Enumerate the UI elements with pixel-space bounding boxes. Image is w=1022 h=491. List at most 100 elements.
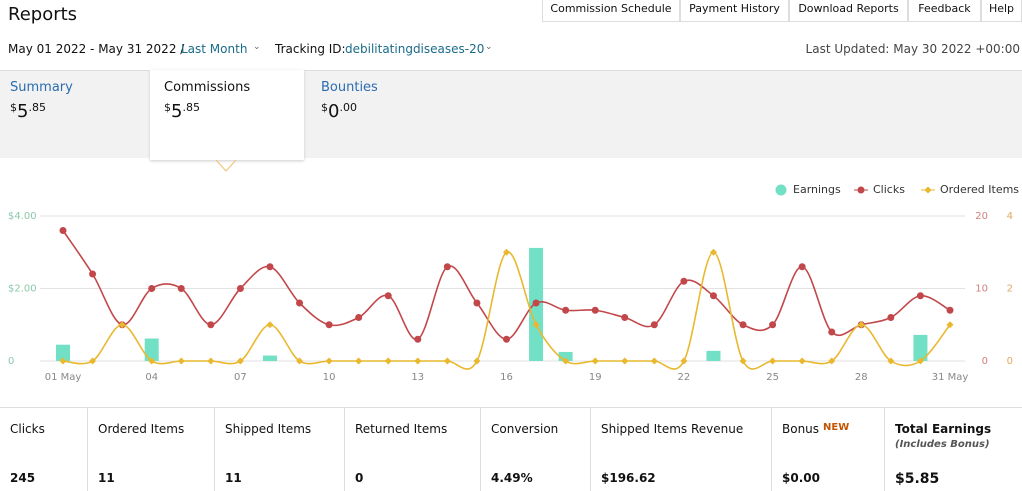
tick-label: 2 [1007, 284, 1013, 295]
point [769, 321, 777, 329]
point [177, 357, 185, 365]
point [503, 248, 510, 256]
point [89, 270, 97, 278]
tab[interactable]: Summary $5.85 [0, 70, 154, 157]
point [266, 321, 274, 329]
point [916, 357, 924, 365]
point [709, 248, 717, 256]
point [207, 321, 215, 329]
whole: 5 [17, 101, 29, 122]
tick-label: 0 [982, 356, 988, 367]
summary-cell: Shipped Items Revenue $196.62 [590, 408, 771, 491]
tick-label: $4.00 [8, 211, 37, 222]
point [503, 335, 510, 343]
point [887, 314, 895, 321]
legend-label: Ordered Items [940, 183, 1019, 196]
summary-value: 4.49% [491, 471, 533, 485]
x-tick-label: 19 [589, 372, 602, 383]
point [739, 357, 747, 365]
point [148, 357, 156, 365]
cents: .85 [28, 101, 46, 114]
point [650, 357, 658, 365]
tick-label: 0 [8, 356, 14, 367]
summary-cell: Bonus NEW $0.00 [771, 408, 884, 491]
cents: .00 [339, 101, 357, 114]
point [621, 357, 629, 365]
chevron: ⌄ [485, 42, 493, 52]
point [591, 357, 599, 365]
point [296, 357, 304, 365]
label-note: (Includes Bonus) [895, 439, 990, 450]
summary-cell: Shipped Items 11 [214, 408, 344, 491]
nav-button[interactable]: Help [981, 0, 1022, 22]
point [828, 328, 836, 336]
x-tick-label: 04 [145, 372, 158, 383]
x-tick-label: 16 [500, 372, 513, 383]
tick-label: 10 [975, 284, 988, 295]
summary-cell: Ordered Items 11 [87, 408, 214, 491]
badge: NEW [823, 422, 850, 433]
summary-value: 245 [10, 471, 36, 485]
tracking-select[interactable]: debilitatingdiseases-20 [345, 42, 485, 56]
point [207, 357, 215, 365]
summary-label: Conversion [491, 422, 590, 436]
line [62, 230, 951, 341]
summary-label: Total Earnings (Includes Bonus) [895, 422, 1022, 450]
point [118, 321, 126, 329]
point [59, 227, 67, 234]
x-tick-label: 13 [411, 372, 424, 383]
tab-value: $5.85 [164, 101, 294, 122]
point [916, 292, 924, 300]
point [236, 357, 244, 365]
summary-label: Ordered Items [98, 422, 214, 436]
summary-label: Shipped Items Revenue [601, 422, 771, 436]
point [621, 314, 629, 321]
point [59, 357, 67, 365]
date-range: May 01 2022 - May 31 2022 / [8, 42, 185, 56]
point [473, 299, 481, 307]
point [355, 357, 363, 365]
x-tick-label: 28 [855, 372, 868, 383]
point [414, 357, 422, 365]
tab-active[interactable]: Commissions $5.85 [150, 70, 304, 160]
nav-button[interactable]: Payment History [680, 0, 789, 22]
bar [558, 351, 573, 361]
label-text: Shipped Items Revenue [601, 422, 744, 436]
point [296, 299, 304, 307]
whole: 5 [171, 101, 183, 122]
bar [706, 350, 721, 361]
summary-value: $196.62 [601, 471, 656, 485]
label-text: Clicks [10, 422, 45, 436]
point [177, 285, 185, 292]
point [650, 321, 658, 329]
nav-button[interactable]: Download Reports [789, 0, 908, 22]
point [384, 292, 392, 300]
nav-button[interactable]: Feedback [908, 0, 981, 22]
summary-cell: Returned Items 0 [344, 408, 480, 491]
label-text: Ordered Items [98, 422, 185, 436]
tab[interactable]: Bounties $0.00 [311, 70, 465, 157]
x-tick-label: 31 May [932, 372, 969, 383]
point [562, 357, 570, 365]
summary-value: $5.85 [895, 471, 940, 487]
point [355, 314, 363, 321]
point [591, 306, 599, 314]
tick-label: 0 [1007, 356, 1013, 367]
legend-swatch [775, 184, 787, 196]
tab-label: Commissions [164, 80, 251, 95]
summary-label: Clicks [10, 422, 87, 436]
bar [144, 338, 159, 361]
point [946, 321, 954, 329]
period-select[interactable]: Last Month [181, 42, 248, 56]
x-tick-label: 01 May [45, 372, 82, 383]
point [562, 306, 570, 314]
point [148, 285, 156, 292]
point [414, 335, 422, 343]
label-text: Returned Items [355, 422, 448, 436]
nav-button[interactable]: Commission Schedule [542, 0, 680, 22]
line [62, 251, 951, 370]
summary-value: $0.00 [782, 471, 820, 485]
tick-label: $2.00 [8, 284, 37, 295]
page-title: Reports [8, 4, 78, 25]
